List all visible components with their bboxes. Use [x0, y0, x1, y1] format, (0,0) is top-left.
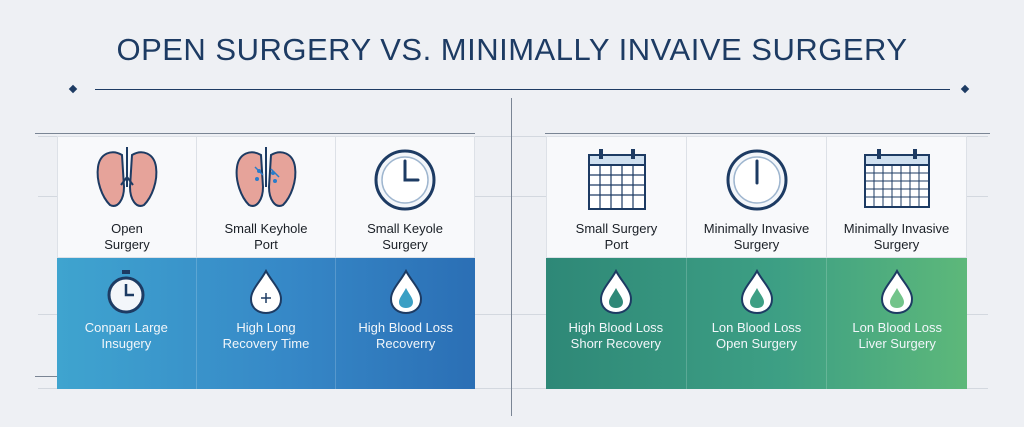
- outcome-cell: Conparı Large Insugery: [57, 258, 196, 389]
- outcome-cell: Lon Blood Loss Liver Surgery: [826, 258, 967, 389]
- grid-line: [38, 136, 988, 137]
- feature-cell: Minimally Invasive Surgery: [686, 137, 826, 257]
- clock-icon: [372, 147, 438, 218]
- stopwatch-icon: [104, 268, 148, 321]
- grid-line: [38, 388, 988, 389]
- clock-icon: [724, 147, 790, 218]
- panel-bottom-row: Conparı Large Insugery High Long Recover…: [57, 258, 475, 389]
- cell-label: Lon Blood Loss Liver Surgery: [852, 320, 942, 351]
- minimally-invasive-panel: Small Surgery Port Minimally Invasive Su…: [546, 136, 967, 389]
- feature-cell: Minimally Invasive Surgery: [826, 137, 966, 257]
- blood-drop-icon: [737, 268, 777, 321]
- cell-label: Lon Blood Loss Open Surgery: [711, 320, 802, 351]
- cell-label: Open Surgery: [104, 221, 150, 252]
- cell-label: Small Keyhole Port: [224, 221, 308, 252]
- page-title: OPEN SURGERY VS. MINIMALLY INVAIVE SURGE…: [116, 32, 908, 67]
- cell-label: High Long Recovery Time: [222, 320, 310, 351]
- outcome-cell: High Blood Loss Recoverry: [335, 258, 475, 389]
- outcome-cell: High Blood Loss Shorr Recovery: [546, 258, 686, 389]
- calendar-grid-icon: [861, 147, 933, 218]
- blood-drop-icon: [386, 268, 426, 321]
- rule-diamond-right: [960, 84, 970, 94]
- cell-label: Minimally Invasive Surgery: [843, 221, 950, 252]
- calendar-icon: [585, 147, 649, 218]
- cell-label: High Blood Loss Recoverry: [358, 320, 454, 351]
- feature-cell: Small Surgery Port: [547, 137, 686, 257]
- blood-drop-icon: [596, 268, 636, 321]
- grid-line: [38, 314, 988, 315]
- panel-top-row: Open Surgery Small Keyhole Port: [57, 136, 475, 258]
- cell-label: High Blood Loss Shorr Recovery: [568, 320, 664, 351]
- blood-drop-plus-icon: [246, 268, 286, 321]
- feature-cell: Open Surgery: [58, 137, 196, 257]
- grid-line: [545, 133, 990, 134]
- panel-top-row: Small Surgery Port Minimally Invasive Su…: [546, 136, 967, 258]
- panel-bottom-row: High Blood Loss Shorr Recovery Lon Blood…: [546, 258, 967, 389]
- feature-cell: Small Keyhole Port: [196, 137, 335, 257]
- cell-label: Minimally Invasive Surgery: [703, 221, 810, 252]
- rule-diamond-left: [68, 84, 78, 94]
- feature-cell: Small Keyole Surgery: [335, 137, 474, 257]
- grid-line: [35, 133, 475, 134]
- outcome-cell: High Long Recovery Time: [195, 258, 336, 389]
- grid-line: [38, 196, 988, 197]
- title-rule: [95, 89, 950, 90]
- cell-label: Conparı Large Insugery: [84, 320, 168, 351]
- open-surgery-panel: Open Surgery Small Keyhole Port: [57, 136, 475, 389]
- cell-label: Small Surgery Port: [575, 221, 658, 252]
- center-divider: [511, 98, 512, 416]
- blood-drop-icon: [877, 268, 917, 321]
- cell-label: Small Keyole Surgery: [367, 221, 443, 252]
- outcome-cell: Lon Blood Loss Open Surgery: [685, 258, 827, 389]
- lungs-ports-icon: [231, 147, 301, 218]
- lungs-icon: [92, 147, 162, 218]
